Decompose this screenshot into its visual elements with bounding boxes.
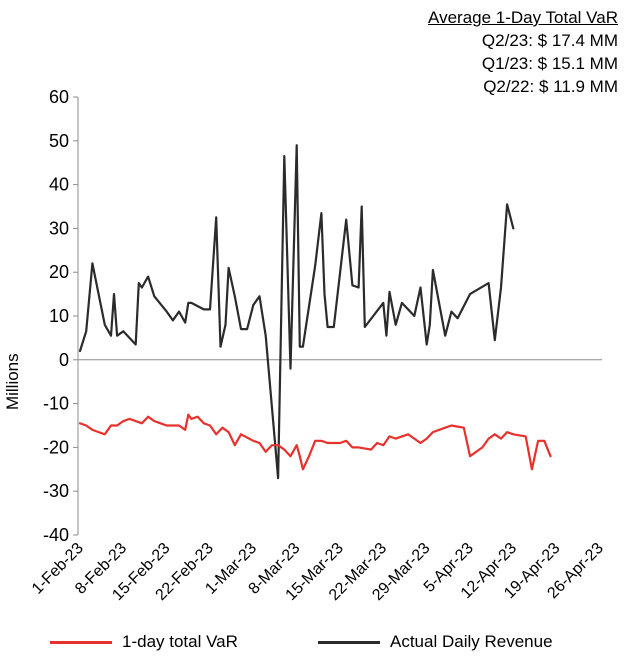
y-tick-label: 50 xyxy=(49,131,69,151)
y-tick-label: 60 xyxy=(49,87,69,107)
legend-item-var: 1-day total VaR xyxy=(50,632,238,652)
summary-line-q2-23: Q2/23: $ 17.4 MM xyxy=(481,31,618,50)
series-line-actual-daily-revenue xyxy=(78,144,515,480)
summary-line-q1-23: Q1/23: $ 15.1 MM xyxy=(481,54,618,73)
y-tick-label: -10 xyxy=(43,394,69,414)
legend-label-var: 1-day total VaR xyxy=(122,632,238,651)
y-tick-label: -40 xyxy=(43,525,69,545)
series-line-1-day-total-var xyxy=(78,413,552,471)
legend-swatch-revenue xyxy=(318,640,380,644)
summary-line-q2-22: Q2/22: $ 11.9 MM xyxy=(483,77,618,96)
y-axis-title: Millions xyxy=(3,353,22,410)
var-summary: Average 1-Day Total VaR Q2/23: $ 17.4 MM… xyxy=(428,6,618,98)
summary-heading: Average 1-Day Total VaR xyxy=(428,8,618,27)
y-tick-label: 10 xyxy=(49,306,69,326)
legend: 1-day total VaR Actual Daily Revenue xyxy=(0,628,640,662)
y-tick-label: 0 xyxy=(59,350,69,370)
legend-swatch-var xyxy=(50,640,112,644)
y-tick-label: -20 xyxy=(43,437,69,457)
y-tick-label: 20 xyxy=(49,262,69,282)
legend-item-revenue: Actual Daily Revenue xyxy=(318,632,553,652)
y-tick-label: -30 xyxy=(43,481,69,501)
y-tick-label: 30 xyxy=(49,218,69,238)
y-tick-label: 40 xyxy=(49,175,69,195)
legend-label-revenue: Actual Daily Revenue xyxy=(390,632,553,651)
